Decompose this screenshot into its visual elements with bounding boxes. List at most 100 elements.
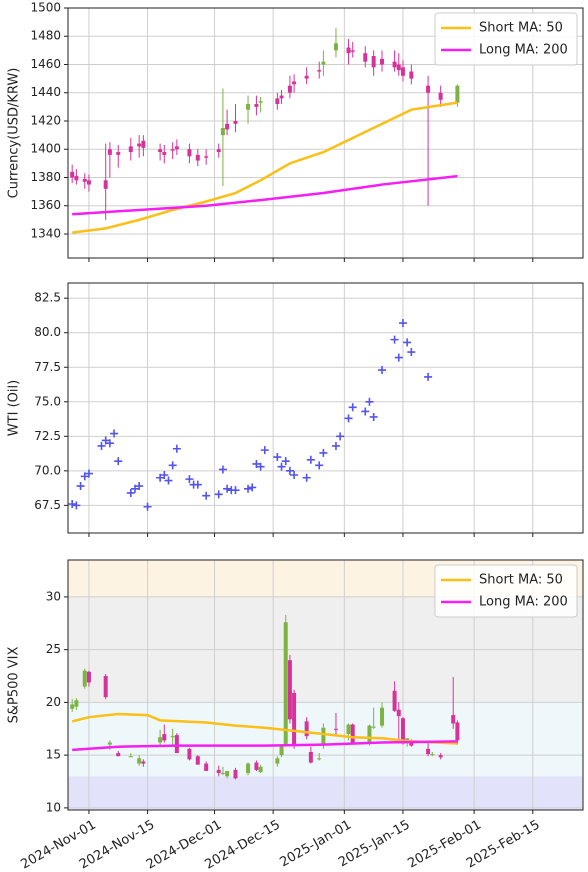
legend-label: Long MA: 200 — [479, 43, 568, 58]
candle-body — [363, 53, 368, 62]
marker — [344, 414, 353, 423]
candle-body — [128, 756, 133, 758]
candle-body — [371, 726, 376, 728]
candle-body — [162, 734, 167, 741]
marker — [126, 488, 135, 497]
candle-body — [455, 85, 460, 103]
marker — [97, 441, 106, 450]
y-tick-label: 1340 — [30, 226, 61, 240]
candle-body — [287, 660, 292, 720]
y-axis-label: WTI (Oil) — [7, 380, 22, 436]
candle-body — [258, 101, 263, 103]
candle-body — [86, 671, 91, 683]
marker — [185, 475, 194, 484]
candle-body — [321, 727, 326, 746]
candle-body — [195, 154, 200, 161]
candle-body — [287, 85, 292, 93]
marker — [252, 459, 261, 468]
candle-body — [82, 178, 87, 182]
marker — [68, 499, 77, 508]
y-tick-label: 15 — [46, 748, 61, 762]
candle-body — [308, 751, 313, 763]
candle-body — [158, 149, 163, 153]
candle-body — [346, 724, 351, 735]
candle-body — [392, 690, 397, 711]
y-tick-label: 82.5 — [34, 291, 61, 305]
plot-frame — [67, 282, 584, 534]
candle-body — [275, 758, 280, 764]
candle-body — [451, 715, 456, 724]
candle-body — [304, 75, 309, 79]
y-tick-label: 75.0 — [34, 394, 61, 408]
plot-frame — [67, 559, 584, 811]
candle-body — [187, 748, 192, 760]
y-tick-label: 25 — [46, 642, 61, 656]
marker — [361, 407, 370, 416]
candle-body — [380, 707, 385, 726]
marker — [273, 453, 282, 462]
y-tick-label: 1400 — [30, 142, 61, 156]
marker — [285, 466, 294, 475]
candle-body — [70, 171, 75, 178]
candle-body — [317, 70, 322, 72]
marker — [223, 484, 232, 493]
marker — [281, 457, 290, 466]
marker — [302, 473, 311, 482]
candle-body — [371, 56, 376, 68]
marker — [110, 429, 119, 438]
candle-body — [141, 140, 146, 148]
marker — [369, 412, 378, 421]
y-tick-label: 1440 — [30, 85, 61, 99]
marker — [336, 432, 345, 441]
candle-body — [187, 149, 192, 157]
candle-body — [162, 152, 167, 155]
marker — [231, 486, 240, 495]
candle-body — [333, 43, 338, 51]
candle-body — [170, 736, 175, 738]
marker — [248, 483, 257, 492]
marker — [331, 441, 340, 450]
candle-body — [86, 180, 91, 185]
marker — [306, 455, 315, 464]
candle-body — [426, 748, 431, 755]
marker — [80, 472, 89, 481]
marker — [365, 397, 374, 406]
marker — [105, 439, 114, 448]
candle-body — [396, 64, 401, 71]
marker — [424, 372, 433, 381]
marker — [214, 490, 223, 499]
candle-body — [346, 47, 351, 54]
candle-body — [455, 722, 460, 741]
candle-body — [438, 92, 443, 100]
candle-body — [233, 120, 238, 124]
candle-body — [116, 152, 121, 155]
candle-body — [279, 745, 284, 756]
y-tick-label: 20 — [46, 695, 61, 709]
candle-body — [275, 98, 280, 105]
candle-body — [103, 180, 108, 189]
marker — [101, 436, 110, 445]
candle-body — [279, 95, 284, 99]
y-tick-label: 77.5 — [34, 360, 61, 374]
candle-body — [367, 725, 372, 744]
marker — [407, 348, 416, 357]
candle-body — [74, 700, 79, 707]
candle-body — [174, 735, 179, 754]
candle-body — [174, 146, 179, 150]
candle-body — [137, 758, 142, 764]
candle-body — [225, 770, 230, 777]
legend-label: Long MA: 200 — [479, 595, 568, 610]
candle-body — [82, 670, 87, 687]
candle-body — [283, 622, 288, 745]
marker — [394, 353, 403, 362]
y-tick-label: 70.0 — [34, 463, 61, 477]
marker — [244, 484, 253, 493]
candle-body — [292, 81, 297, 85]
legend-box — [434, 12, 578, 66]
marker — [164, 476, 173, 485]
candle-body — [304, 721, 309, 737]
candle-body — [430, 754, 435, 756]
candle-body — [292, 692, 297, 746]
y-tick-label: 67.5 — [34, 498, 61, 512]
marker — [172, 444, 181, 453]
